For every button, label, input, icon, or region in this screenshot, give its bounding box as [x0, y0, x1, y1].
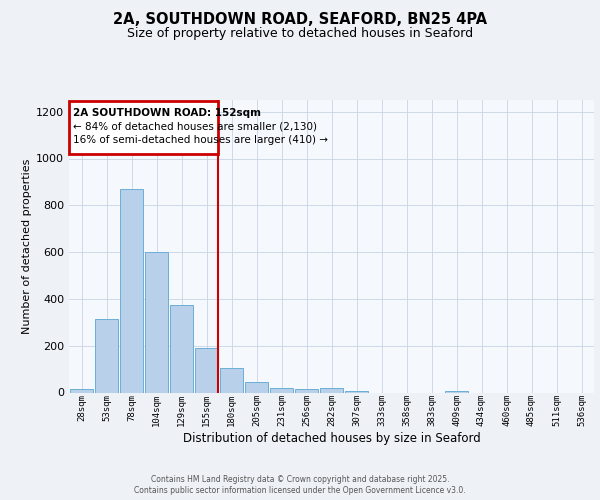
Bar [220, 368, 243, 392]
Text: 16% of semi-detached houses are larger (410) →: 16% of semi-detached houses are larger (… [73, 135, 328, 145]
Text: Contains public sector information licensed under the Open Government Licence v3: Contains public sector information licen… [134, 486, 466, 495]
Bar [245, 382, 268, 392]
Bar [70, 389, 93, 392]
X-axis label: Distribution of detached houses by size in Seaford: Distribution of detached houses by size … [182, 432, 481, 444]
Bar [195, 348, 218, 393]
Bar [120, 189, 143, 392]
Y-axis label: Number of detached properties: Number of detached properties [22, 158, 32, 334]
Bar [145, 252, 168, 392]
FancyBboxPatch shape [69, 101, 218, 154]
Text: Contains HM Land Registry data © Crown copyright and database right 2025.: Contains HM Land Registry data © Crown c… [151, 475, 449, 484]
Text: 2A SOUTHDOWN ROAD: 152sqm: 2A SOUTHDOWN ROAD: 152sqm [73, 108, 261, 118]
Bar [295, 389, 318, 392]
Bar [95, 319, 118, 392]
Text: Size of property relative to detached houses in Seaford: Size of property relative to detached ho… [127, 28, 473, 40]
Bar [270, 388, 293, 392]
Text: 2A, SOUTHDOWN ROAD, SEAFORD, BN25 4PA: 2A, SOUTHDOWN ROAD, SEAFORD, BN25 4PA [113, 12, 487, 28]
Bar [170, 304, 193, 392]
Text: ← 84% of detached houses are smaller (2,130): ← 84% of detached houses are smaller (2,… [73, 121, 317, 131]
Bar [320, 388, 343, 392]
